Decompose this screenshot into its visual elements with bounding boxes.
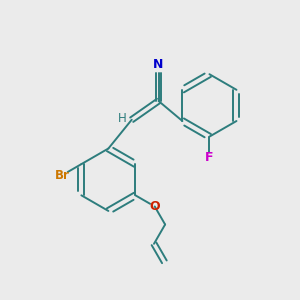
- Text: O: O: [149, 200, 160, 213]
- Text: Br: Br: [55, 169, 70, 182]
- Text: H: H: [118, 112, 127, 125]
- Text: F: F: [205, 151, 214, 164]
- Text: N: N: [153, 58, 164, 71]
